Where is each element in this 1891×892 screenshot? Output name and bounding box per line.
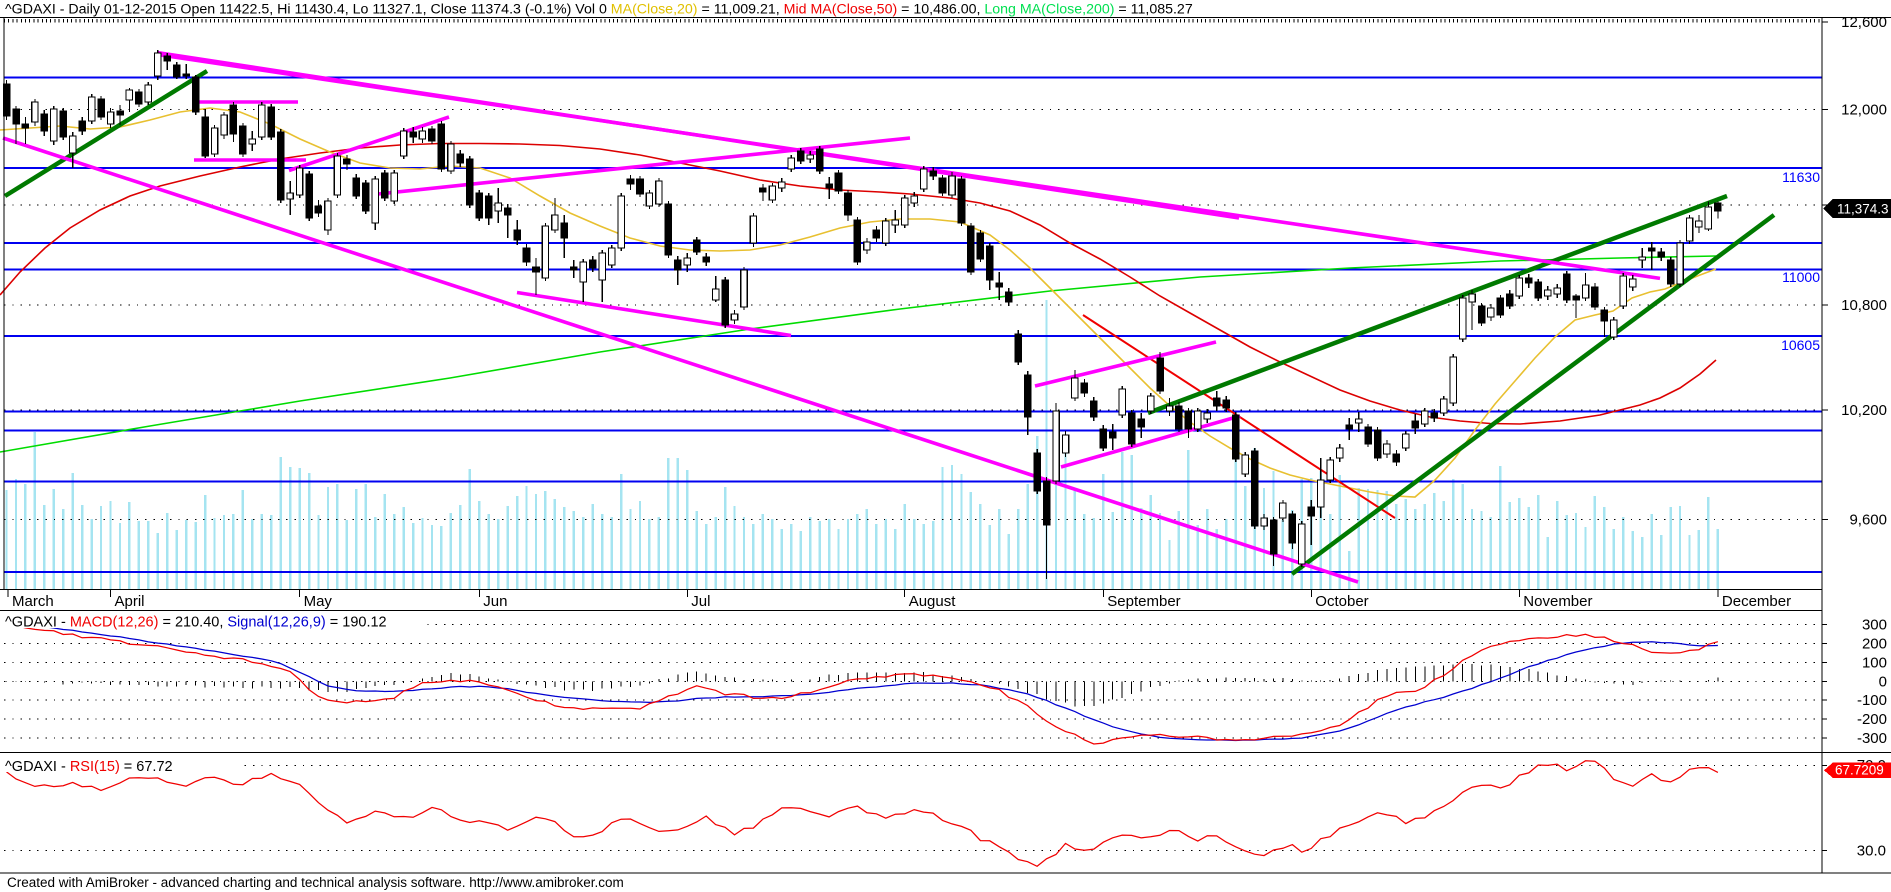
svg-text:9,600: 9,600 — [1849, 512, 1887, 529]
svg-text:April: April — [115, 593, 145, 610]
svg-text:12,000: 12,000 — [1841, 102, 1887, 119]
svg-text:December: December — [1722, 593, 1791, 610]
svg-text:100: 100 — [1862, 655, 1887, 672]
svg-text:200: 200 — [1862, 636, 1887, 653]
svg-text:11630: 11630 — [1782, 169, 1820, 185]
svg-text:10,800: 10,800 — [1841, 297, 1887, 314]
svg-text:10,200: 10,200 — [1841, 402, 1887, 419]
svg-text:^GDAXI - Daily 01-12-2015 Open: ^GDAXI - Daily 01-12-2015 Open 11422.5, … — [5, 2, 1193, 18]
svg-text:^GDAXI - RSI(15) = 67.72: ^GDAXI - RSI(15) = 67.72 — [5, 759, 173, 775]
svg-text:October: October — [1315, 593, 1368, 610]
svg-text:-100: -100 — [1857, 692, 1887, 709]
svg-text:Jun: Jun — [483, 593, 507, 610]
svg-text:-300: -300 — [1857, 730, 1887, 747]
svg-text:-200: -200 — [1857, 711, 1887, 728]
svg-text:May: May — [304, 593, 333, 610]
svg-text:11000: 11000 — [1782, 269, 1820, 285]
svg-text:0: 0 — [1879, 673, 1887, 690]
svg-text:Created with AmiBroker - advan: Created with AmiBroker - advanced charti… — [7, 875, 624, 890]
svg-text:Jul: Jul — [691, 593, 710, 610]
svg-text:30.0: 30.0 — [1857, 843, 1886, 860]
svg-text:March: March — [12, 593, 54, 610]
svg-text:^GDAXI - MACD(12,26) = 210.40,: ^GDAXI - MACD(12,26) = 210.40, Signal(12… — [5, 615, 387, 631]
svg-text:10605: 10605 — [1781, 337, 1820, 353]
svg-text:67.7209: 67.7209 — [1835, 763, 1884, 778]
svg-text:November: November — [1523, 593, 1592, 610]
svg-text:August: August — [909, 593, 957, 610]
svg-text:300: 300 — [1862, 617, 1887, 634]
svg-text:11,374.3: 11,374.3 — [1837, 202, 1889, 217]
svg-text:September: September — [1107, 593, 1180, 610]
svg-text:12,600: 12,600 — [1841, 14, 1887, 31]
